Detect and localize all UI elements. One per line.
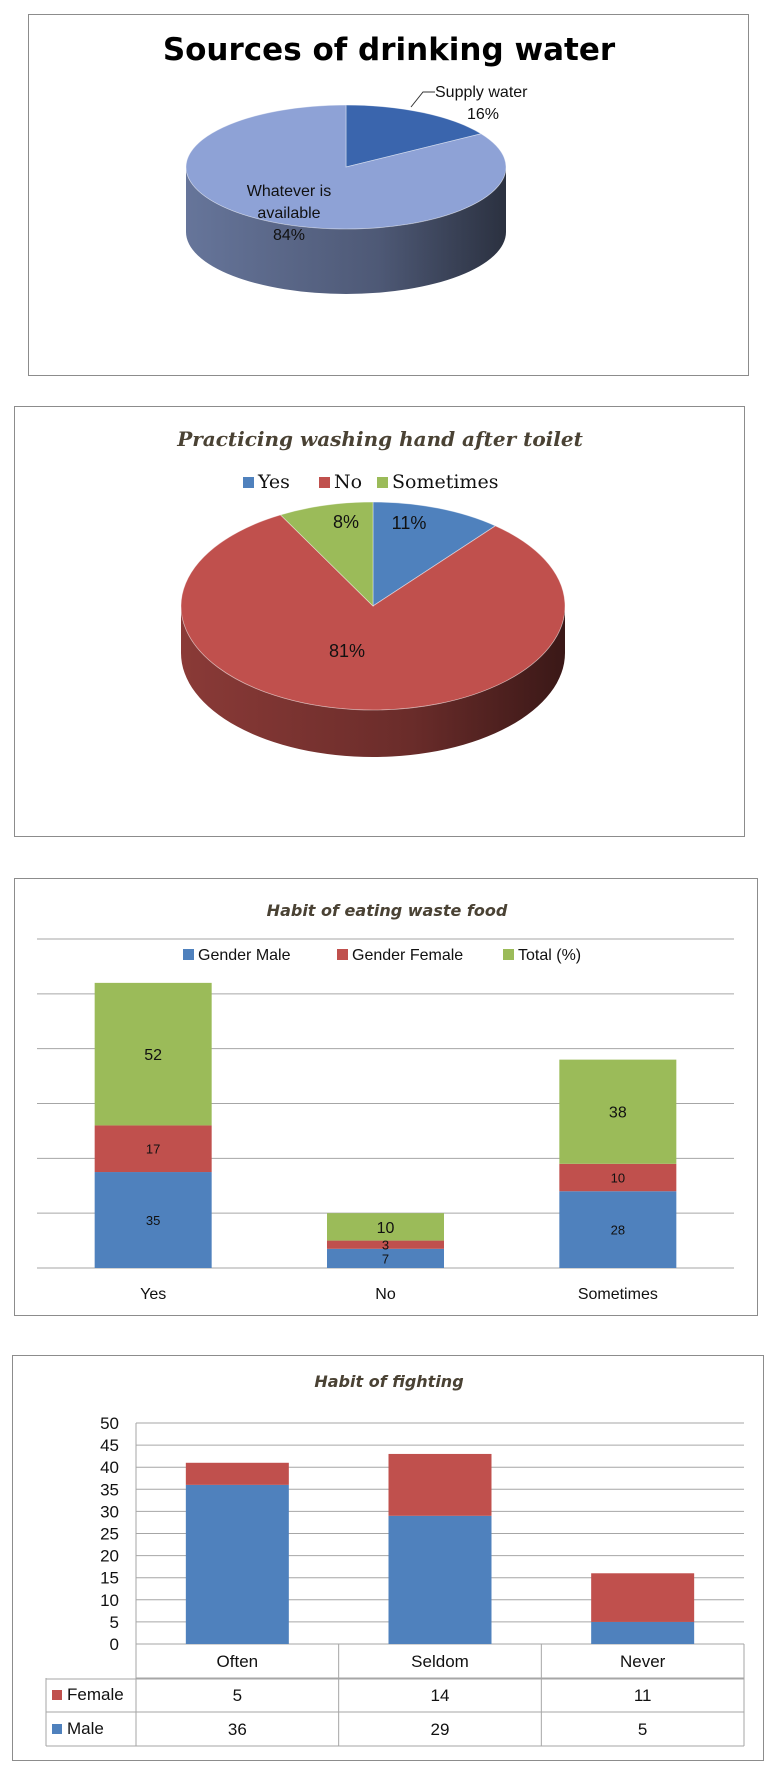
hand-washing-pie-chart: Practicing washing hand after toilet Yes… <box>176 427 584 757</box>
bar-segment-total- <box>559 1059 677 1164</box>
pie-slice-side <box>181 606 565 757</box>
pie-slice-yes <box>372 501 497 607</box>
waste-food-stacked-bar-chart: Habit of eating waste food Gender Male Ge… <box>37 901 734 1303</box>
leader-line <box>410 91 435 108</box>
bar-segment-gender-male <box>327 1248 444 1268</box>
bar-segment-gender-female <box>94 1125 212 1173</box>
legend-swatch <box>183 949 194 960</box>
drinking-water-chart-panel: Sources of drinking water Supply water 16… <box>28 14 749 376</box>
y-tick-label: 20 <box>100 1547 119 1566</box>
pie-slice-sometimes <box>279 501 374 607</box>
bar-segment-total- <box>94 982 212 1126</box>
table-cell: 36 <box>228 1720 247 1739</box>
legend-swatch <box>377 477 388 488</box>
y-tick-label: 0 <box>110 1635 119 1654</box>
bar-segment-gender-female <box>327 1240 444 1249</box>
y-tick-label: 45 <box>100 1436 119 1455</box>
table-cell: 5 <box>638 1720 647 1739</box>
bar-segment-female <box>185 1462 289 1485</box>
drinking-water-pie-chart: Sources of drinking water Supply water 16… <box>163 32 616 294</box>
fighting-stacked-bar-chart: Habit of fighting 0 5 10 15 20 25 30 35 40 45 50 Of… <box>45 1372 745 1747</box>
category-label: Often <box>217 1652 259 1671</box>
slice-percent-label: 84% <box>273 227 305 244</box>
fighting-chart-panel: Habit of fighting 0 5 10 15 20 25 30 35 40 45 50 Of… <box>12 1355 764 1761</box>
hand-washing-chart-panel: Practicing washing hand after toilet Yes… <box>14 406 745 837</box>
y-tick-label: 50 <box>100 1414 119 1433</box>
series-label: Female <box>67 1685 124 1704</box>
data-label: 7 <box>382 1251 389 1266</box>
legend-label: Sometimes <box>392 471 498 493</box>
series-label: Male <box>67 1719 104 1738</box>
legend-swatch <box>319 477 330 488</box>
table-cell: 14 <box>431 1686 450 1705</box>
bar-segment-female <box>591 1573 695 1622</box>
data-label: 3 <box>382 1238 389 1253</box>
category-label: Yes <box>140 1286 166 1303</box>
chart-title: Practicing washing hand after toilet <box>176 427 583 451</box>
bar-segment-female <box>388 1453 492 1516</box>
data-label: 28 <box>611 1223 625 1238</box>
legend-swatch <box>243 477 254 488</box>
slice-label: available <box>257 205 320 222</box>
pie-slice-no <box>180 514 566 711</box>
slice-percent-label: 81% <box>329 641 365 661</box>
category-label: No <box>375 1286 396 1303</box>
data-label: 10 <box>377 1220 395 1237</box>
legend-swatch <box>503 949 514 960</box>
chart-title: Habit of fighting <box>314 1372 463 1391</box>
table-cell: 11 <box>634 1686 652 1705</box>
slice-percent-label: 11% <box>392 513 427 533</box>
category-label: Sometimes <box>578 1286 658 1303</box>
bar-segment-gender-male <box>559 1191 677 1268</box>
y-tick-label: 35 <box>100 1480 119 1499</box>
slice-label: Whatever is <box>247 183 331 200</box>
bar-segment-gender-male <box>94 1172 212 1268</box>
waste-food-chart-panel: Habit of eating waste food Gender Male Ge… <box>14 878 758 1316</box>
y-tick-label: 5 <box>110 1613 119 1632</box>
y-tick-label: 15 <box>100 1569 119 1588</box>
slice-percent-label: 16% <box>467 106 499 123</box>
legend-swatch <box>52 1724 62 1734</box>
bar-segment-male <box>388 1515 492 1644</box>
legend-swatch <box>52 1690 62 1700</box>
legend-swatch <box>337 949 348 960</box>
bar-segment-male <box>591 1621 695 1644</box>
table-cell: 5 <box>233 1686 242 1705</box>
slice-percent-label: 8% <box>333 512 359 532</box>
y-tick-label: 10 <box>100 1591 119 1610</box>
legend-label: Yes <box>257 471 290 493</box>
slice-label: Supply water <box>435 84 528 101</box>
data-label: 35 <box>146 1213 160 1228</box>
bar-segment-male <box>185 1484 289 1644</box>
legend-label: Gender Female <box>352 947 463 964</box>
legend-label: No <box>334 471 362 493</box>
y-tick-label: 40 <box>100 1458 119 1477</box>
y-tick-label: 30 <box>100 1502 119 1521</box>
data-label: 38 <box>609 1105 627 1122</box>
data-label: 17 <box>146 1142 160 1157</box>
chart-title: Sources of drinking water <box>163 32 616 68</box>
chart-title: Habit of eating waste food <box>267 901 508 920</box>
pie-slice-supply-water <box>345 104 483 168</box>
y-tick-label: 25 <box>100 1525 119 1544</box>
bar-segment-gender-female <box>559 1163 677 1192</box>
category-label: Never <box>620 1652 666 1671</box>
legend-label: Total (%) <box>518 947 581 964</box>
data-label: 52 <box>144 1047 162 1064</box>
table-cell: 29 <box>431 1720 450 1739</box>
bar-segment-total- <box>327 1213 444 1241</box>
category-label: Seldom <box>411 1652 469 1671</box>
legend-label: Gender Male <box>198 947 291 964</box>
data-label: 10 <box>611 1171 625 1186</box>
pie-slice-side <box>186 167 506 294</box>
pie-slice-slice-1 <box>185 104 507 230</box>
